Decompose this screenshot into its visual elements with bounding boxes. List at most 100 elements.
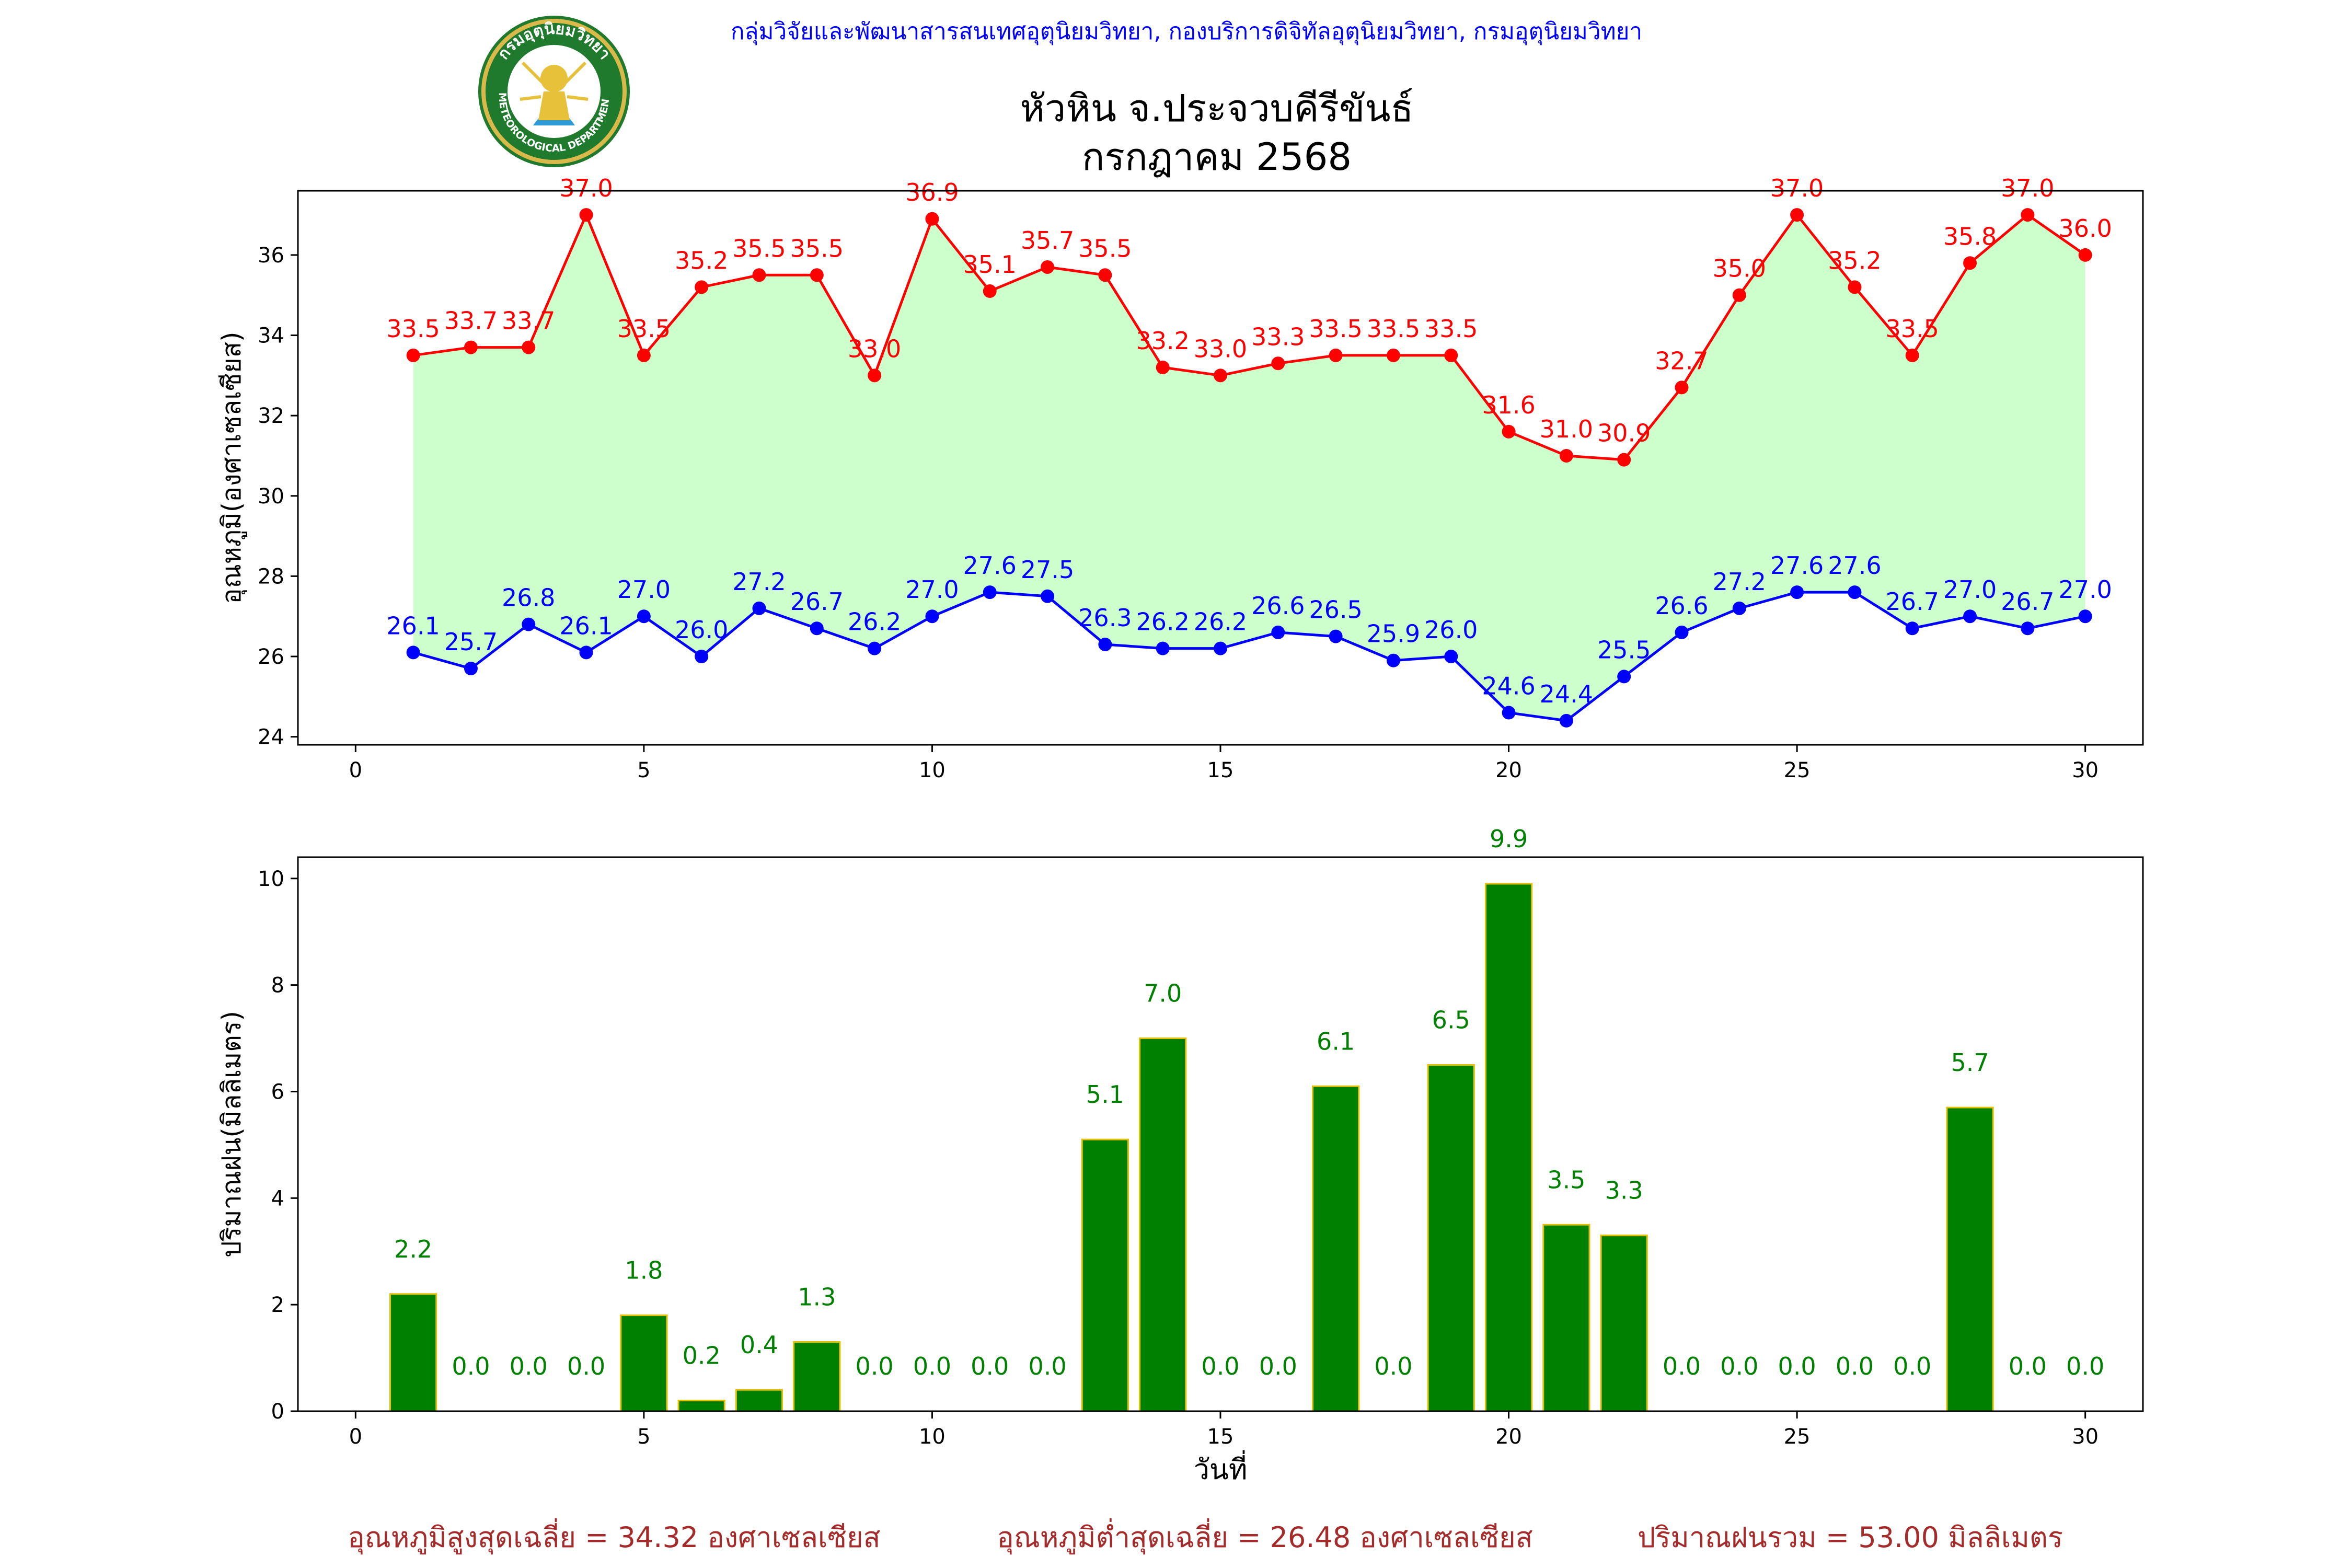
min-temperature-data-label: 26.1 [559,612,613,640]
max-temperature-data-label: 37.0 [2001,174,2054,202]
rainfall-x-tick-label: 5 [637,1425,650,1449]
rainfall-bar [389,1293,437,1412]
rainfall-bar [1427,1064,1475,1412]
rainfall-y-tick-label: 10 [258,867,284,891]
footer-avg-min-temp: อุณหภูมิต่ำสุดเฉลี่ย = 26.48 องศาเซลเซีย… [997,1518,1532,1555]
footer-avg-max-temp: อุณหภูมิสูงสุดเฉลี่ย = 34.32 องศาเซลเซีย… [348,1518,880,1555]
max-temperature-data-label: 33.5 [1886,315,1939,343]
temperature-x-tick-label: 10 [919,758,946,782]
min-temperature-data-label: 27.5 [1021,556,1074,584]
rainfall-data-label: 0.0 [856,1352,894,1380]
rainfall-y-tick-label: 2 [271,1293,284,1317]
min-temperature-line [412,591,2086,722]
rainfall-data-label: 0.0 [1028,1352,1066,1380]
temperature-range-fill [413,215,2085,721]
max-temperature-data-label: 33.5 [617,315,671,343]
temperature-x-tick-label: 25 [1784,758,1811,782]
min-temperature-data-label: 26.2 [1136,608,1189,636]
rainfall-data-label: 5.1 [1086,1080,1124,1109]
max-temperature-point [406,348,420,362]
min-temperature-point [1732,601,1746,615]
max-temperature-point [1905,348,1919,362]
rainfall-bar [1081,1138,1129,1412]
temperature-range-fill-layer [413,215,2085,721]
temperature-x-tick-label: 30 [2072,758,2099,782]
rainfall-bar [1484,883,1533,1412]
rainfall-data-label: 0.0 [1778,1352,1816,1380]
max-temperature-data-label: 33.5 [1367,315,1420,343]
min-temperature-point [1790,585,1804,599]
min-temperature-point [1675,625,1689,639]
min-temperature-point [925,609,939,624]
rainfall-bars-layer [389,883,1994,1412]
rainfall-data-label: 0.0 [452,1352,490,1380]
meteorological-department-logo: กรมอุตุนิยมวิทยา METEOROLOGICAL DEPARTME… [0,0,630,167]
rainfall-y-tick-label: 6 [271,1080,284,1104]
min-temperature-point [579,645,593,660]
temperature-y-tick-label: 30 [258,485,284,509]
min-temperature-data-label: 25.7 [444,628,498,656]
min-temperature-data-label: 27.0 [617,575,671,604]
min-temperature-data-label: 24.6 [1482,672,1535,700]
max-temperature-data-label: 36.0 [2058,214,2112,243]
min-temperature-data-label: 27.0 [2058,575,2112,604]
rainfall-data-label: 0.0 [510,1352,548,1380]
max-temperature-data-label: 35.8 [1943,222,1997,250]
min-temperature-point [983,585,997,599]
max-temperature-data-label: 35.5 [732,234,786,262]
min-temperature-data-label: 26.2 [1194,608,1247,636]
footer-total-rain: ปริมาณฝนรวม = 53.00 มิลลิเมตร [1638,1521,2063,1554]
min-temperature-point [810,621,824,636]
max-temperature-data-label: 31.6 [1482,391,1535,419]
min-temperature-point [1559,713,1573,728]
max-temperature-point [1329,348,1343,362]
min-temperature-data-label: 27.6 [1770,551,1824,580]
max-temperature-data-label: 33.0 [1194,335,1247,363]
max-temperature-data-label: 35.5 [790,234,844,262]
temperature-y-tick-label: 24 [258,725,284,750]
max-temperature-data-label: 32.7 [1655,347,1708,375]
max-temperature-data-label: 33.5 [1309,315,1362,343]
min-temperature-data-label: 24.4 [1540,680,1593,708]
min-temperature-data-label: 27.0 [905,575,959,604]
rainfall-y-tick-label: 0 [271,1400,284,1424]
rainfall-data-label: 0.0 [1893,1352,1931,1380]
rainfall-data-label: 9.9 [1490,825,1528,853]
rainfall-labels-layer: 2.2 0.0 0.0 0.0 1.8 0.2 0.4 1.3 0.0 0.0 0.0 0.0 5.1 7… [394,825,2104,1380]
max-temperature-data-label: 33.5 [386,315,440,343]
max-temperature-data-label: 31.0 [1540,415,1593,443]
min-temperature-data-label: 27.2 [1713,568,1766,596]
min-temperature-point [1617,670,1631,684]
min-temperature-point [1963,609,1977,624]
max-temperature-data-label: 33.7 [502,307,555,335]
rainfall-x-tick-label: 20 [1495,1425,1522,1449]
min-temperature-point [1098,637,1112,651]
min-temperature-data-label: 27.6 [963,551,1017,580]
rainfall-data-label: 1.3 [798,1283,836,1311]
min-temperature-point [1444,650,1458,664]
rainfall-x-tick-label: 30 [2072,1425,2099,1449]
min-temperature-data-label: 26.2 [848,608,901,636]
min-temperature-data-label: 26.0 [675,616,728,644]
rainfall-x-axis: 0 5 10 15 20 25 30 [349,1411,2099,1449]
rainfall-bar [1312,1085,1360,1412]
max-temperature-data-label: 35.7 [1021,226,1074,255]
chart-title-station: หัวหิน จ.ประจวบคีรีขันธ์ [1020,86,1413,130]
temperature-x-tick-label: 0 [349,758,362,782]
max-temperature-point [2021,208,2035,222]
max-temperature-data-label: 35.2 [1828,246,1881,274]
rainfall-data-label: 2.2 [394,1235,432,1263]
min-temperature-point [1502,706,1516,720]
rainfall-bar [1542,1224,1590,1412]
max-temperature-data-label: 33.0 [848,335,901,363]
rainfall-bar [620,1315,668,1412]
rainfall-x-tick-label: 25 [1784,1425,1811,1449]
rainfall-bar [735,1389,783,1412]
temperature-lines-layer [412,211,2086,722]
max-temperature-point [2078,248,2092,262]
min-temperature-data-label: 26.5 [1309,596,1362,624]
chart-title-month: กรกฎาคม 2568 [1082,135,1352,179]
max-temperature-data-label: 35.5 [1078,234,1132,262]
min-temperature-point [1271,625,1285,639]
